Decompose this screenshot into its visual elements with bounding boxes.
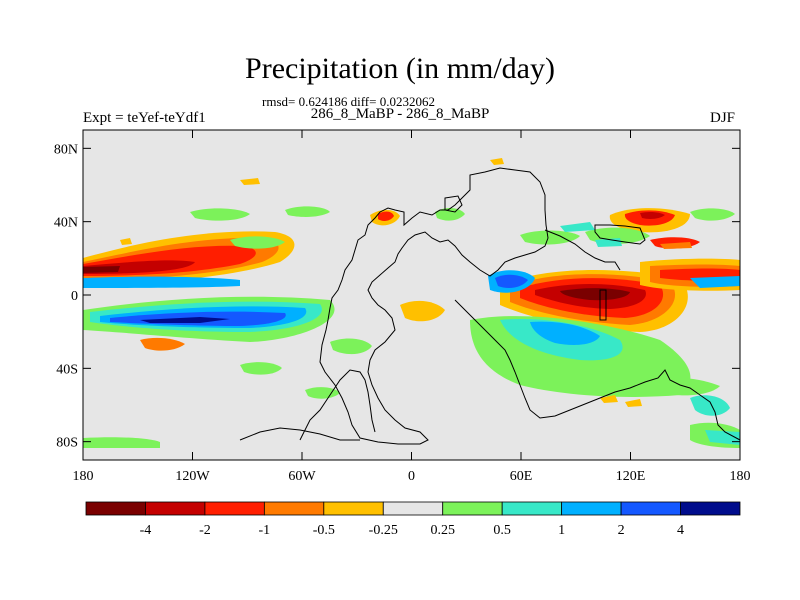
anomaly-sh-cyan-1 <box>690 395 730 416</box>
anomaly-nh-green-5 <box>690 208 735 221</box>
x-tick-label-1: 120W <box>175 469 210 484</box>
season-label: DJF <box>710 110 736 126</box>
colorbar-swatch-1 <box>145 501 206 516</box>
colorbar-swatch-4 <box>323 501 384 516</box>
coastline-antarctic-coast <box>239 427 360 441</box>
colorbar-label-3: -0.5 <box>313 523 335 538</box>
colorbar-swatch-7 <box>501 501 563 516</box>
anomaly-nh-green-6 <box>230 236 285 249</box>
coastline-asia <box>594 224 646 245</box>
x-tick-label-4: 60E <box>510 469 533 484</box>
coastline-africa <box>454 299 740 441</box>
y-tick-label-1: 40N <box>54 216 78 231</box>
x-tick-label-0: 180 <box>73 469 94 484</box>
anomaly-nh-orange-1 <box>120 238 132 245</box>
anomaly-east-asia-core <box>640 211 665 219</box>
anomaly-nh-cyan-1 <box>560 222 595 232</box>
anomaly-tropical-strip <box>83 276 240 288</box>
anomaly-north-pacific-edge <box>83 266 120 273</box>
coastline-europe <box>544 229 621 271</box>
colorbar-label-9: 4 <box>677 523 684 538</box>
colorbar-label-8: 2 <box>618 523 625 538</box>
colorbar-swatch-8 <box>561 501 622 516</box>
colorbar-label-4: -0.25 <box>369 523 398 538</box>
colorbar-label-2: -1 <box>259 523 271 538</box>
y-tick-label-0: 80N <box>54 142 78 157</box>
anomaly-nh-red-1 <box>378 211 394 221</box>
anomaly-indian-deep <box>560 288 630 301</box>
x-tick-label-6: 180 <box>730 469 751 484</box>
coastline-indonesia <box>599 289 607 321</box>
colorbar-swatch-3 <box>263 501 325 516</box>
coastline-south-america-ridge <box>299 369 376 441</box>
colorbar-swatch-2 <box>204 501 265 516</box>
subtitle: 286_8_MaBP - 286_8_MaBP <box>310 106 490 122</box>
chart-title: Precipitation (in mm/day) <box>245 52 555 85</box>
colorbar: -4 -2 -1 -0.5 -0.25 0.25 0.5 1 2 4 <box>85 501 741 538</box>
anomaly-nh-orange-2 <box>240 178 260 185</box>
colorbar-swatch-6 <box>442 501 503 516</box>
anomaly-sh-orange-2 <box>140 337 185 351</box>
anomaly-sh-green-1 <box>330 338 372 355</box>
x-tick-label-5: 120E <box>616 469 646 484</box>
experiment-label: Expt = teYef-teYdf1 <box>83 110 206 126</box>
anomaly-sh-green-5 <box>83 437 160 448</box>
y-tick-label-4: 80S <box>56 436 78 451</box>
colorbar-label-0: -4 <box>140 523 152 538</box>
colorbar-label-5: 0.25 <box>430 523 455 538</box>
coastline-americas <box>319 167 549 445</box>
anomaly-sh-orange-1 <box>400 300 445 322</box>
anomaly-south-indian-blue <box>530 321 600 345</box>
anomaly-nh-green-3 <box>520 230 580 245</box>
colorbar-swatch-10 <box>680 501 741 516</box>
x-tick-label-2: 60W <box>288 469 316 484</box>
anomaly-sh-cyan-2 <box>705 430 740 445</box>
colorbar-label-7: 1 <box>558 523 565 538</box>
anomaly-nh-orange-3 <box>490 158 504 165</box>
x-axis: 180 120W 60W 0 60E 120E 180 <box>73 130 751 484</box>
anomaly-sh-green-2 <box>240 362 282 375</box>
y-tick-label-3: 40S <box>56 362 78 377</box>
colorbar-swatch-5 <box>382 501 444 516</box>
anomaly-west-pacific-wet <box>690 276 740 288</box>
y-tick-label-2: 0 <box>71 289 78 304</box>
anomaly-nh-orange-5 <box>660 242 692 249</box>
anomaly-south-pacific-deep <box>140 317 230 323</box>
colorbar-label-1: -2 <box>199 523 211 538</box>
y-axis: 80N 40N 0 40S 80S <box>54 142 740 451</box>
x-tick-label-3: 0 <box>408 469 415 484</box>
anomaly-nh-green-2 <box>285 206 330 217</box>
colorbar-label-6: 0.5 <box>493 523 511 538</box>
anomaly-layer <box>83 158 740 448</box>
anomaly-sh-green-3 <box>305 387 340 399</box>
anomaly-arabian-core <box>495 274 528 288</box>
colorbar-swatch-9 <box>620 501 681 516</box>
anomaly-nh-green-7 <box>435 208 465 221</box>
coastline-layer <box>239 167 740 445</box>
stats-text: rmsd= 0.624186 diff= 0.0232062 <box>262 94 435 109</box>
anomaly-sh-orange-3 <box>600 395 618 403</box>
anomaly-nh-green-1 <box>190 208 250 221</box>
anomaly-sh-orange-4 <box>625 399 642 407</box>
coastline-greenland <box>444 195 463 213</box>
colorbar-swatch-0 <box>85 501 146 516</box>
